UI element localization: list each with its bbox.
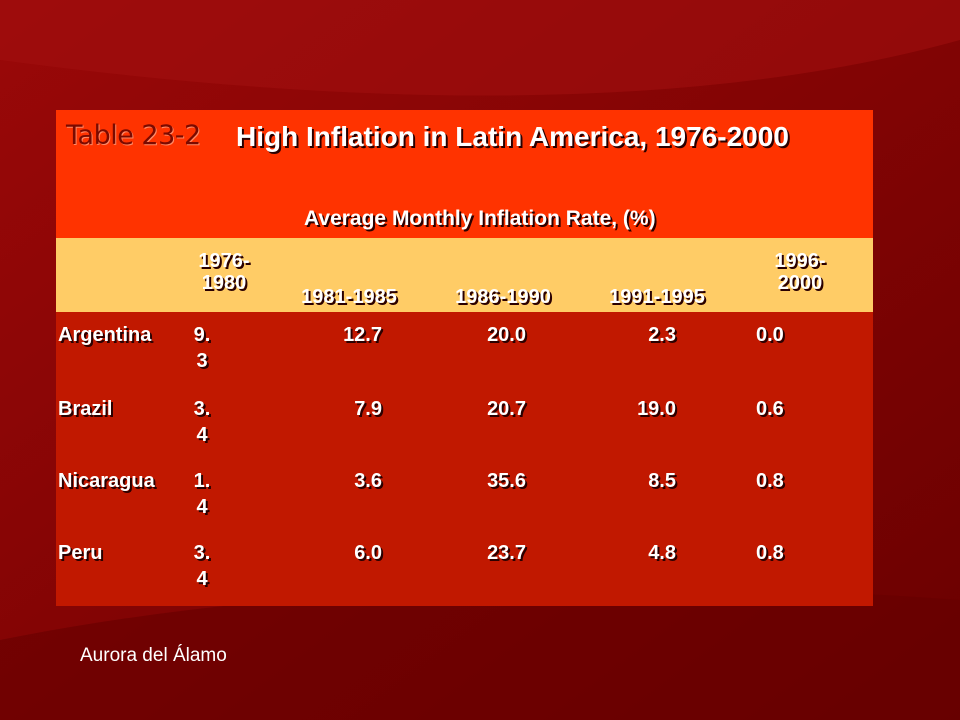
author-credit: Aurora del Álamo	[80, 645, 227, 666]
table-cell: 35.6	[487, 470, 526, 492]
country-name: Argentina	[58, 324, 152, 346]
table-cell: 3.4	[193, 542, 211, 590]
country-name: Peru	[58, 542, 103, 564]
table-cell: 0.8	[756, 470, 784, 492]
table-cell: 8.5	[648, 470, 676, 492]
table-cell: 9.3	[193, 324, 211, 372]
table-cell: 12.7	[343, 324, 382, 346]
year-header-row: 1976-1980 1981-1985 1986-1990 1991-1995 …	[56, 238, 873, 312]
year-header: 1986-1990	[455, 286, 551, 308]
country-name: Brazil	[58, 398, 113, 420]
year-header: 1996-2000	[774, 250, 826, 294]
table-cell: 0.0	[756, 324, 784, 346]
inflation-table: Table 23-2 High Inflation in Latin Ameri…	[56, 110, 873, 606]
year-header: 1976-1980	[198, 250, 250, 294]
table-cell: 2.3	[648, 324, 676, 346]
table-cell: 6.0	[354, 542, 382, 564]
table-cell: 19.0	[637, 398, 676, 420]
table-subheader: Average Monthly Inflation Rate, (%)	[304, 207, 656, 230]
table-label: Table 23-2	[66, 120, 201, 151]
table-cell: 0.8	[756, 542, 784, 564]
table-header: Table 23-2 High Inflation in Latin Ameri…	[56, 110, 873, 238]
table-cell: 20.7	[487, 398, 526, 420]
year-header: 1991-1995	[609, 286, 705, 308]
country-name: Nicaragua	[58, 470, 155, 492]
table-cell: 0.6	[756, 398, 784, 420]
table-title: High Inflation in Latin America, 1976-20…	[236, 121, 789, 152]
table-cell: 4.8	[648, 542, 676, 564]
table-cell: 20.0	[487, 324, 526, 346]
table-cell: 3.4	[193, 398, 211, 446]
table-cell: 3.6	[354, 470, 382, 492]
table-body	[56, 312, 873, 606]
table-cell: 1.4	[193, 470, 211, 518]
year-header: 1981-1985	[301, 286, 397, 308]
table-cell: 7.9	[354, 398, 382, 420]
table-cell: 23.7	[487, 542, 526, 564]
